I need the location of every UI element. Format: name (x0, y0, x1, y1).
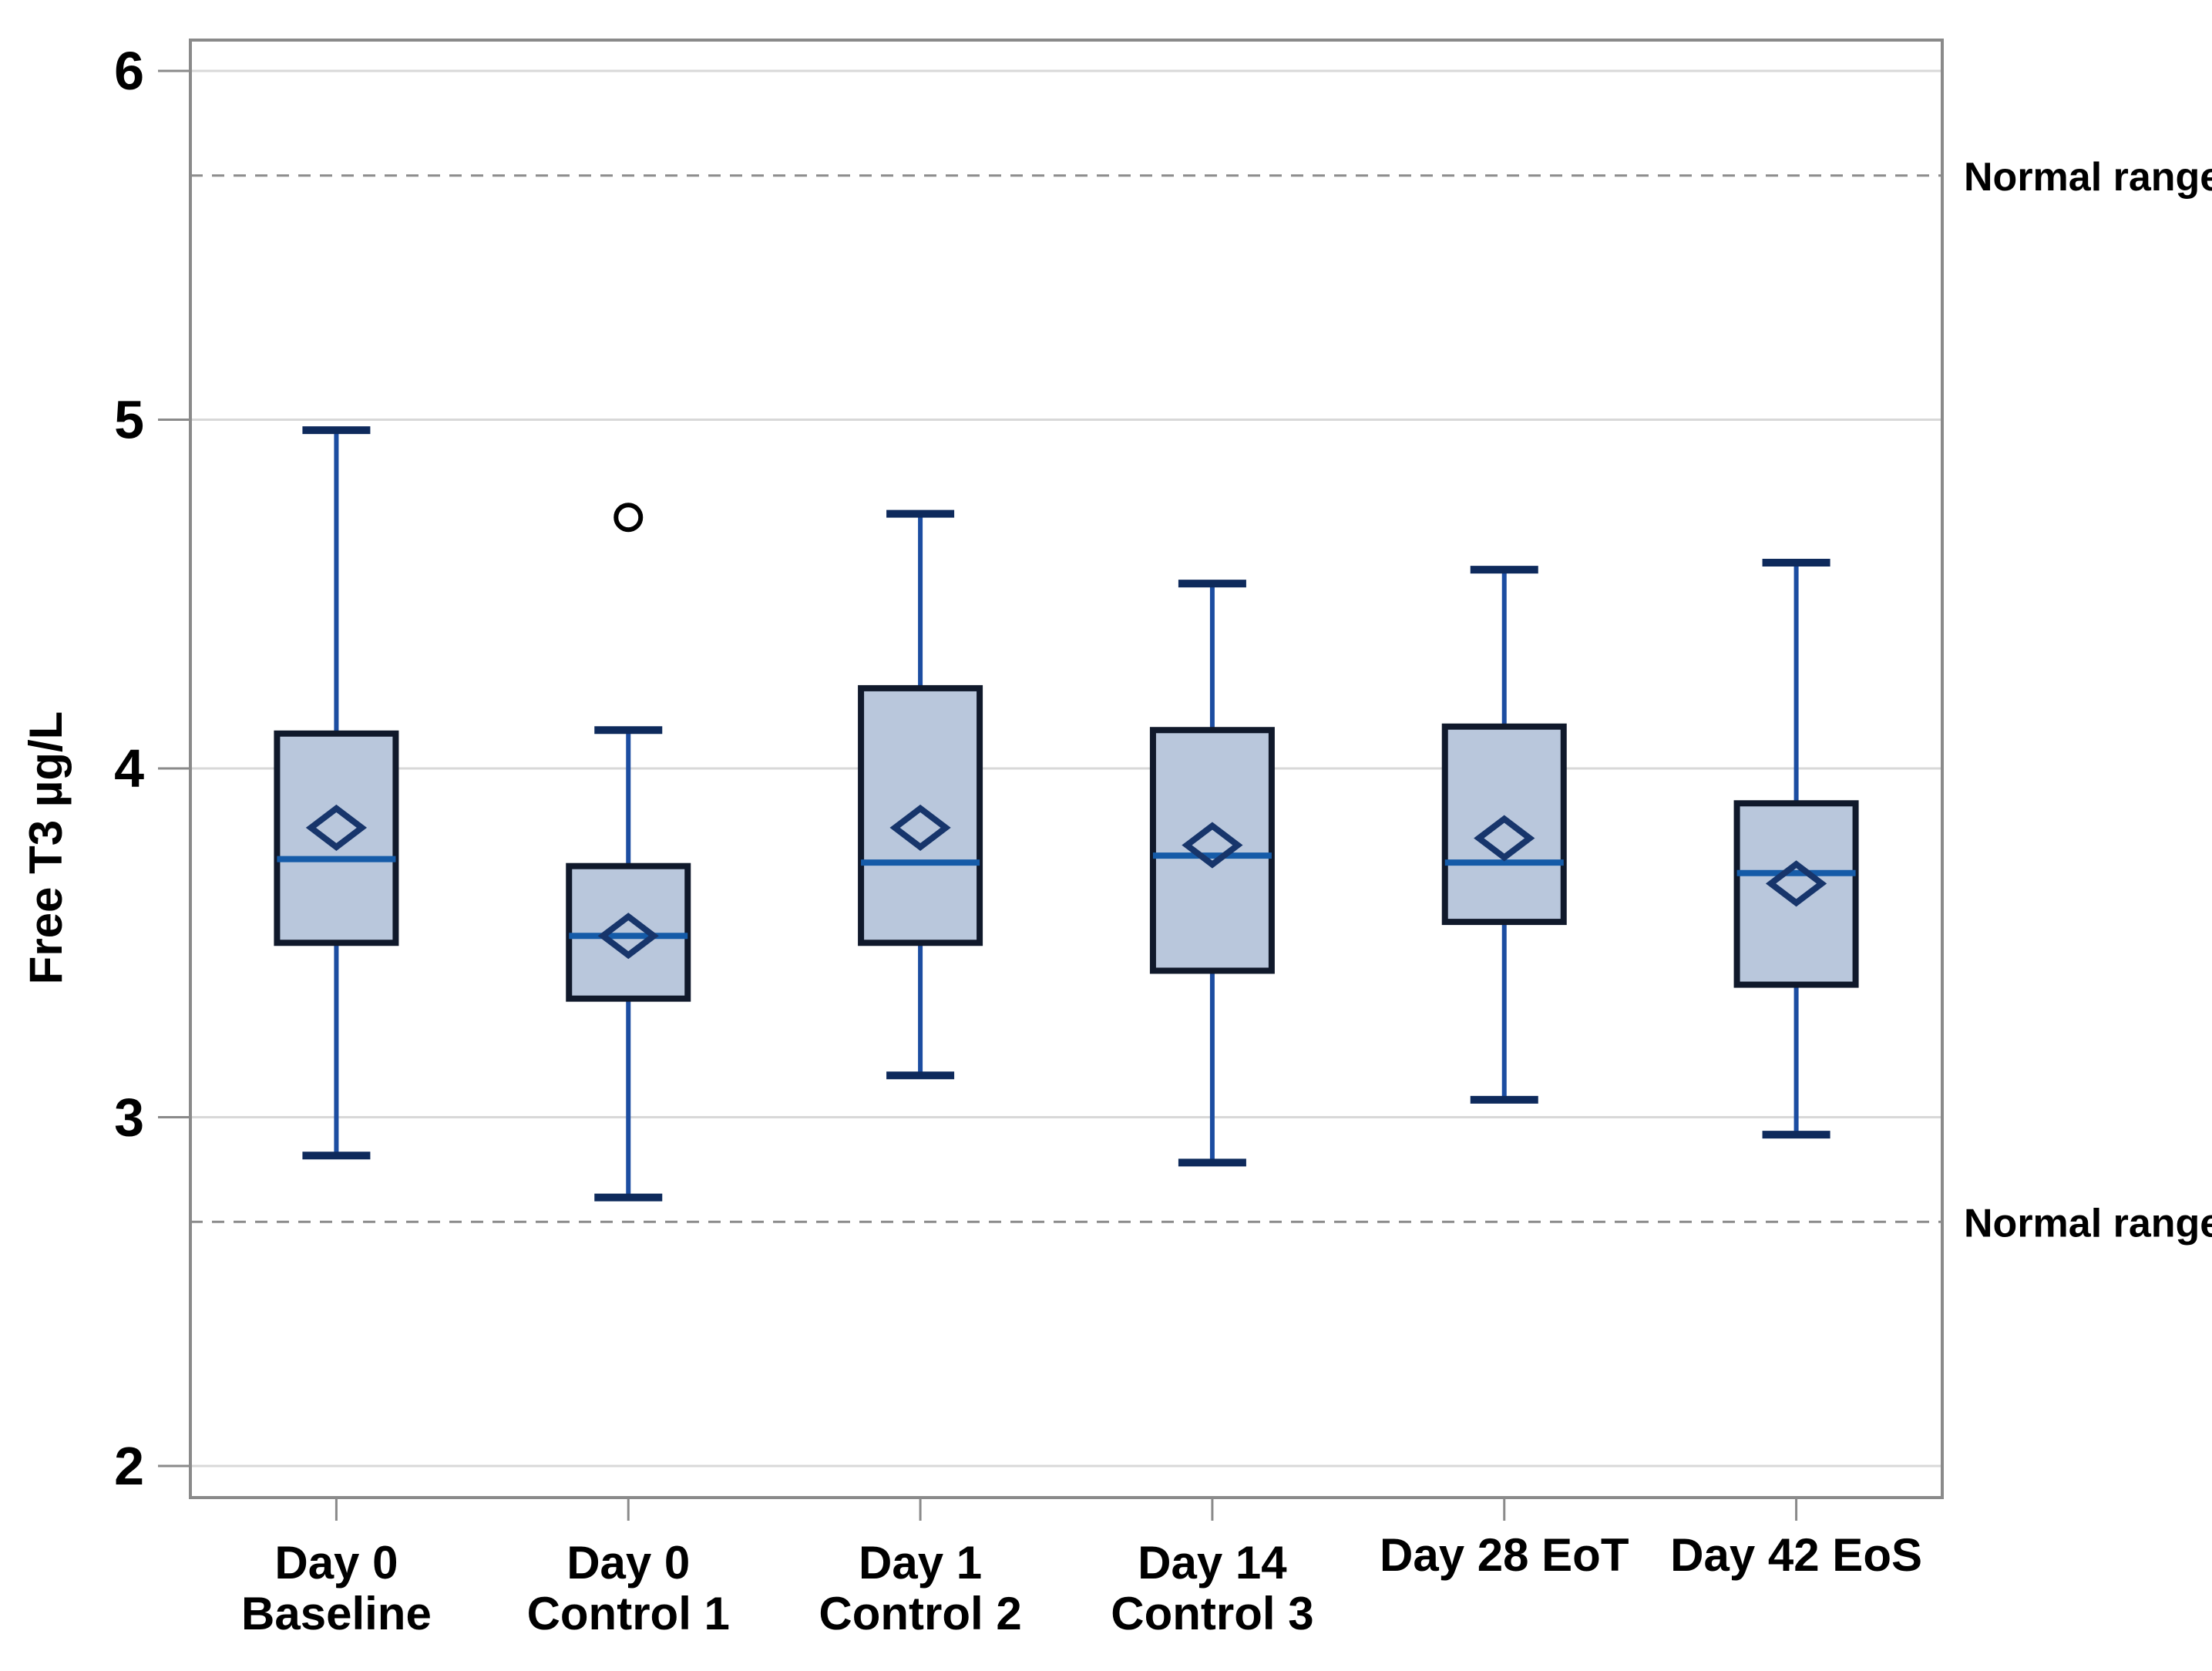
iqr-box (566, 862, 691, 1002)
y-tick-label: 6 (114, 41, 144, 101)
x-category-label-line2: Baseline (241, 1588, 432, 1639)
x-category-label-line2: Control 3 (1111, 1588, 1313, 1639)
iqr-box (1149, 727, 1275, 974)
y-axis-title: Free T3 µg/L (20, 711, 72, 985)
x-category-label-line2: Control 1 (527, 1588, 730, 1639)
plot-frame (189, 39, 1944, 1499)
x-category-label-line1: Day 0 (566, 1537, 690, 1589)
box-group (566, 503, 691, 1202)
mean-diamond (889, 804, 951, 851)
box-group (858, 509, 983, 1080)
box-group (1441, 566, 1567, 1104)
y-tick-label: 4 (114, 738, 144, 799)
mean-diamond (597, 913, 659, 960)
normal-range-label: Normal range (1964, 155, 2212, 200)
box-group (1149, 580, 1275, 1167)
box-group (1733, 559, 1859, 1139)
x-category-label-line2: Control 2 (819, 1588, 1021, 1639)
x-category-label-line1: Day 0 (274, 1537, 398, 1589)
x-category-label: Day 42 EoS (1670, 1529, 1922, 1581)
mean-diamond (1182, 822, 1243, 869)
x-category-label-line1: Day 1 (859, 1537, 982, 1589)
iqr-box (1733, 800, 1859, 988)
mean-diamond (305, 804, 368, 851)
iqr-box (858, 684, 983, 946)
x-category-label-line1: Day 14 (1138, 1537, 1287, 1589)
iqr-box (274, 730, 399, 946)
x-category-label: Day 28 EoT (1380, 1529, 1629, 1581)
y-tick-label: 5 (114, 390, 144, 450)
iqr-box (1441, 723, 1567, 926)
chart-root: Normal range Normal range 2 3 4 5 6 Free T3 µg/… (20, 39, 2212, 1639)
y-tick-label: 3 (114, 1088, 144, 1148)
mean-diamond (1765, 860, 1827, 907)
mean-diamond (1474, 815, 1535, 862)
normal-range-label: Normal range (1964, 1201, 2212, 1246)
y-tick-label: 2 (114, 1436, 144, 1496)
outlier-point (614, 503, 644, 533)
box-group (274, 426, 399, 1160)
